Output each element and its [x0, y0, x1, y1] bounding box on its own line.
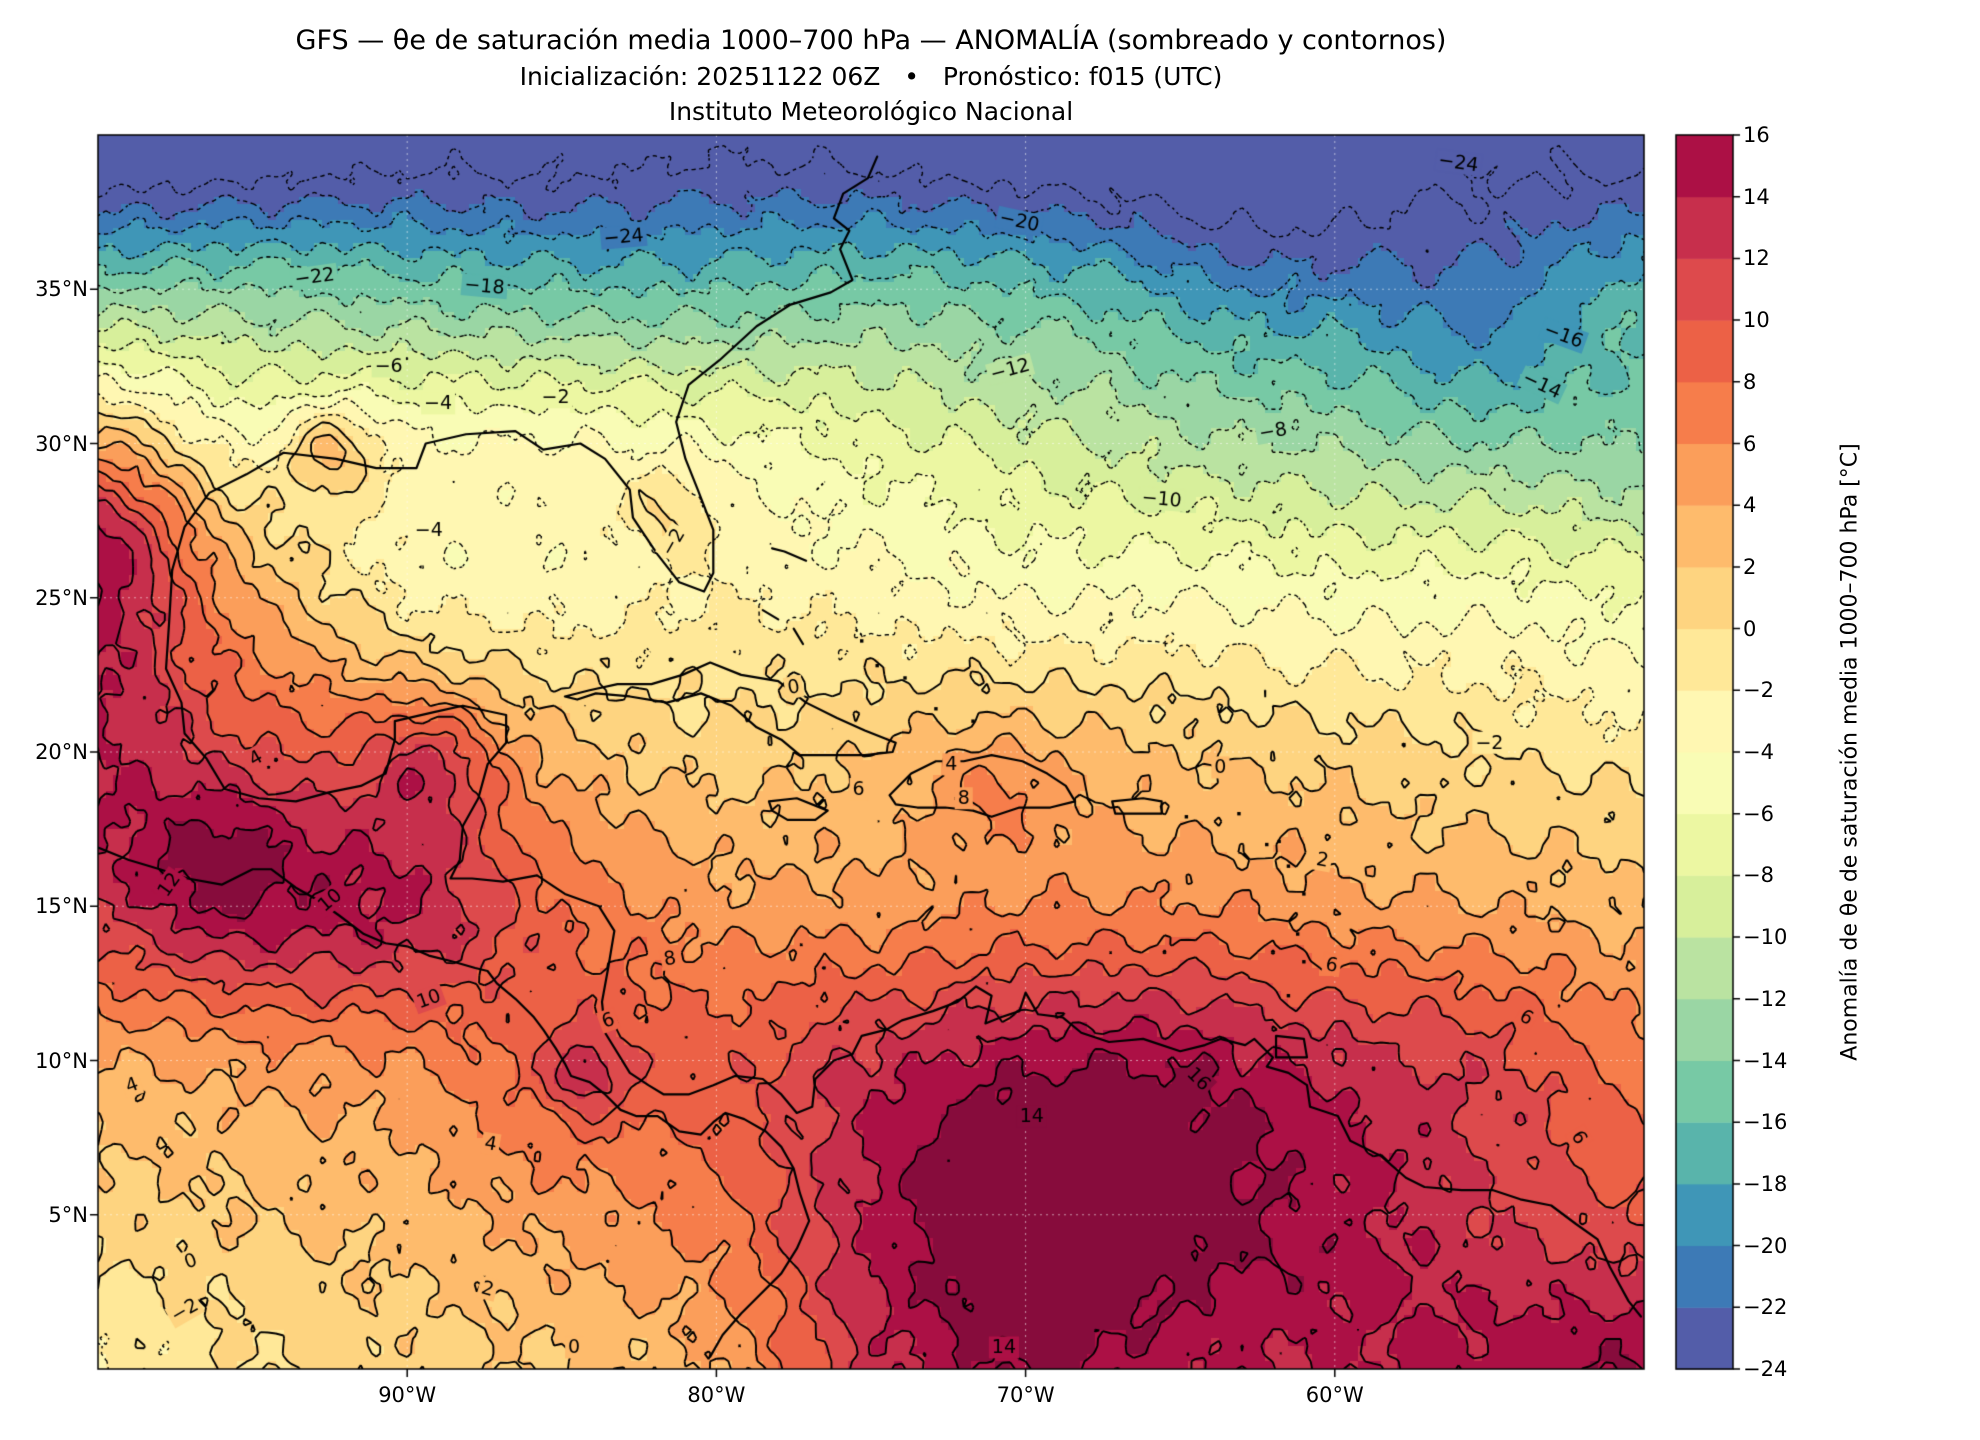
- colorbar-axis-label: Anomalía de θe de saturación media 1000–…: [1837, 443, 1863, 1061]
- colorbar-tick-label: −4: [1743, 740, 1774, 764]
- lat-tick-label: 5°N: [48, 1202, 88, 1227]
- colorbar-tick-label: 2: [1743, 554, 1757, 579]
- chart-title: GFS — θe de saturación media 1000–700 hP…: [295, 25, 1447, 56]
- lon-tick-label: 80°W: [687, 1383, 746, 1407]
- colorbar-tick-label: 16: [1743, 123, 1770, 147]
- colorbar-tick-label: −18: [1743, 1171, 1788, 1196]
- lat-tick-label: 35°N: [35, 277, 88, 302]
- colorbar-tick-label: −20: [1743, 1233, 1788, 1258]
- lon-tick-label: 90°W: [378, 1383, 437, 1407]
- chart-institution: Instituto Meteorológico Nacional: [668, 97, 1074, 126]
- colorbar-tick-label: −16: [1743, 1110, 1788, 1135]
- lat-tick-label: 20°N: [35, 740, 88, 764]
- lat-tick-label: 15°N: [35, 894, 88, 919]
- colorbar-tick-label: −2: [1743, 678, 1774, 703]
- colorbar-tick-label: −24: [1743, 1357, 1788, 1381]
- chart-subtitle: Inicialización: 20251122 06Z • Pronóstic…: [519, 62, 1223, 91]
- lon-tick-label: 60°W: [1305, 1383, 1364, 1407]
- colorbar-tick-label: −14: [1743, 1048, 1788, 1073]
- title-block: GFS — θe de saturación media 1000–700 hP…: [98, 22, 1644, 129]
- colorbar-tick-label: −8: [1743, 863, 1774, 888]
- colorbar-tick-label: 12: [1743, 246, 1770, 271]
- colorbar-tick-label: 8: [1743, 369, 1757, 394]
- lat-tick-label: 25°N: [35, 585, 88, 610]
- colorbar-tick-label: 14: [1743, 184, 1770, 209]
- colorbar-tick-label: −6: [1743, 801, 1774, 826]
- colorbar-tick-label: −12: [1743, 986, 1788, 1011]
- lat-tick-label: 30°N: [35, 431, 88, 456]
- lat-tick-label: 10°N: [35, 1048, 88, 1073]
- colorbar-tick-label: 10: [1743, 308, 1770, 333]
- colorbar-tick-label: 4: [1743, 493, 1757, 518]
- lon-tick-label: 70°W: [996, 1383, 1055, 1407]
- colorbar-tick-label: 0: [1743, 616, 1757, 641]
- colorbar-tick-label: −22: [1743, 1295, 1788, 1320]
- colorbar-tick-label: −10: [1743, 925, 1788, 950]
- colorbar-tick-label: 6: [1743, 431, 1757, 456]
